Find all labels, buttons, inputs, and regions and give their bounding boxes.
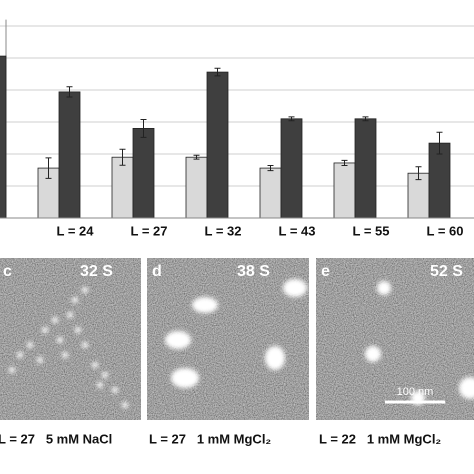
micrographs: 100 nm c 32 S d 38 S e 52 S L = 27 5 mM … (0, 258, 474, 446)
error-bar (267, 165, 274, 172)
bar (280, 118, 303, 219)
error-bar (341, 159, 348, 167)
error-bar (288, 116, 295, 122)
error-bar (66, 86, 73, 98)
scale-bar-label: 100 nm (397, 386, 434, 398)
error-bar (193, 154, 200, 160)
error-bar (362, 116, 369, 122)
bar (58, 91, 81, 219)
bar (111, 156, 134, 219)
panel-letter: c (3, 263, 12, 280)
bar (0, 55, 7, 219)
micrograph (0, 258, 141, 420)
error-bar (45, 157, 52, 179)
bar (206, 71, 229, 219)
x-tick-label: L = 55 (353, 223, 390, 238)
bar (259, 167, 282, 219)
panel-letter: d (152, 263, 162, 280)
panel-sedimentation: 52 S (430, 263, 463, 280)
bar (132, 127, 155, 219)
panel-caption: L = 27 1 mM MgCl₂ (149, 431, 271, 446)
bar (333, 162, 356, 219)
error-bar (214, 67, 221, 77)
panel-letter: e (321, 263, 330, 280)
panel-caption: L = 27 5 mM NaCl (0, 431, 112, 446)
bar (354, 118, 377, 219)
x-tick-label: L = 60 (427, 223, 464, 238)
bar-chart: L = 24 L = 27 L = 32 L = 43 L = 55 L = 60 (0, 19, 474, 238)
particles (9, 279, 474, 408)
x-tick-label: L = 32 (205, 223, 242, 238)
x-tick-label: L = 43 (279, 223, 316, 238)
error-bar (119, 148, 126, 166)
panel-sedimentation: 32 S (80, 263, 113, 280)
panel-caption: L = 22 1 mM MgCl₂ (319, 431, 441, 446)
x-tick-label: L = 24 (57, 223, 95, 238)
error-bar (140, 118, 147, 138)
error-bar (436, 131, 443, 155)
error-bar (415, 166, 422, 181)
panel-sedimentation: 38 S (237, 263, 270, 280)
bar (185, 156, 208, 219)
micrograph (316, 258, 474, 420)
x-tick-label: L = 27 (131, 223, 168, 238)
